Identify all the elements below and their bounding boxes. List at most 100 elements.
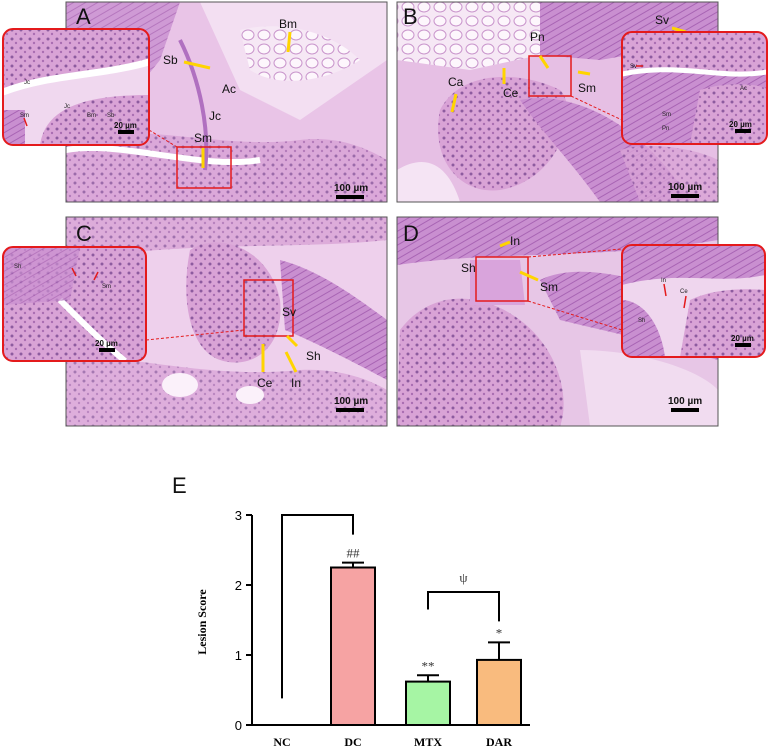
panel-a-inset-label-jc1: Jc [24, 80, 30, 86]
bracket-mtx-dar-label: ψ [459, 570, 467, 585]
panel-b-inset-label-ac: Ac [740, 86, 747, 92]
panel-d-histology [397, 217, 718, 426]
panel-b-label-pn: Pn [530, 30, 545, 44]
panel-c-sh-arrow [285, 334, 299, 348]
x-tick-label-nc: NC [273, 735, 290, 749]
panel-b-inset: Sv Ac Sm Pn 20 µm [621, 31, 768, 145]
panel-b-label-ca: Ca [448, 75, 464, 89]
panel-c-in-arrow [284, 351, 298, 373]
panel-c: C Sv Sh Ce In 100 µm Sh Sm 20 µm [2, 216, 388, 427]
panel-a-label-ac: Ac [222, 82, 236, 96]
panel-c-label-in: In [291, 376, 301, 390]
x-tick-label-mtx: MTX [414, 735, 442, 749]
panel-d-zoom-line-2 [527, 300, 623, 331]
panel-a-inset-label-sm: Sm [20, 113, 29, 119]
panel-b-scale-text: 100 µm [668, 182, 702, 193]
sig-mark-mtx: ** [422, 658, 435, 673]
panel-c-label-sh: Sh [306, 349, 321, 363]
panel-c-scalebar [336, 408, 364, 412]
bar-dar [476, 658, 522, 727]
panel-a-inset-scalebar [118, 130, 134, 134]
significance-brackets: ψ [281, 514, 500, 699]
panel-d-inset-arrow-2 [683, 295, 687, 309]
panel-a-sb-arrow [183, 60, 211, 70]
panel-b-inset-scalebar [735, 129, 751, 133]
panel-a-label-bm: Bm [279, 17, 297, 31]
panel-b-scalebar [671, 194, 699, 198]
bar-series [330, 561, 522, 727]
panel-b-inset-label-sv: Sv [630, 64, 637, 70]
panel-d-inset-scale-text: 20 µm [731, 334, 754, 343]
panel-d-in-arrow [499, 240, 511, 248]
panel-d-letter: D [403, 221, 419, 246]
panel-b: B Sv Pn Ca Ce Sm 100 µm Sv Ac Sm Pn [396, 1, 768, 203]
panel-b-sm-arrow [577, 70, 591, 76]
bracket-mtx-dar [427, 591, 500, 622]
panel-a-label-sm: Sm [194, 131, 212, 145]
panel-b-letter: B [403, 4, 418, 29]
panel-a-scalebar [336, 195, 364, 199]
panel-d-label-sm: Sm [540, 280, 558, 294]
bracket-nc-dc [281, 514, 354, 699]
panel-b-label-sv: Sv [655, 13, 669, 27]
panel-c-label-ce: Ce [257, 376, 273, 390]
panel-d-inset: In Ce Sh 20 µm [621, 244, 766, 358]
panel-c-zoom-box [243, 279, 294, 337]
panel-c-scale-text: 100 µm [334, 396, 368, 407]
x-tick-label-dc: DC [344, 735, 361, 749]
x-axis: NC DC MTX DAR [252, 724, 530, 749]
panel-a-inset: Jc Sm Bm Sb Jc 20 µm [2, 28, 150, 146]
y-tick-label-0: 0 [235, 718, 242, 733]
y-tick-label-2: 2 [235, 578, 242, 593]
panel-d-zoom-box [475, 256, 529, 302]
sig-mark-dar: * [496, 625, 503, 640]
panel-c-inset-label-sh: Sh [14, 264, 21, 270]
panel-d-zoom-line-1 [527, 248, 623, 258]
panel-a-inset-label-sb: Sb [107, 113, 115, 119]
panel-b-pn-arrow [538, 55, 550, 69]
panel-a: A Bm Sb Ac Jc Sm 100 µm Jc Sm Bm Sb Jc [2, 1, 388, 203]
bar-dc [330, 566, 376, 726]
y-axis-title: Lesion Score [195, 589, 209, 655]
panel-a-label-sb: Sb [163, 53, 178, 67]
panel-a-label-jc: Jc [209, 109, 221, 123]
x-tick-label-dar: DAR [486, 735, 512, 749]
panel-c-inset-label-sm: Sm [102, 284, 111, 290]
panel-d-inset-arrow-1 [663, 283, 667, 297]
panel-e-letter: E [172, 473, 187, 498]
panel-a-inset-label-jc2: Jc [64, 104, 70, 110]
panel-c-zoom-line [145, 329, 245, 341]
panel-d-scalebar [671, 408, 699, 412]
panel-d: D In Sh Sm 100 µm In Ce Sh 20 µm [396, 216, 766, 427]
panel-d-inset-label-ce: Ce [680, 289, 688, 295]
panel-a-zoom-box [176, 146, 232, 189]
panel-b-inset-label-pn: Pn [662, 126, 669, 132]
y-tick-label-1: 1 [235, 648, 242, 663]
panel-b-label-sm: Sm [578, 81, 596, 95]
panel-c-inset-scalebar [99, 348, 115, 352]
panel-d-scale-text: 100 µm [668, 396, 702, 407]
panel-b-zoom-box [528, 55, 572, 97]
panel-a-histology [66, 2, 387, 202]
sig-mark-dc: ## [347, 546, 361, 561]
panel-a-bm-arrow [286, 31, 292, 53]
panel-d-inset-label-in: In [661, 278, 666, 284]
significance-marks: ##*** [347, 546, 503, 674]
panel-c-inset: Sh Sm 20 µm [2, 246, 147, 362]
panel-c-label-sv: Sv [282, 305, 296, 319]
panel-b-ca-arrow [450, 93, 458, 113]
panel-d-label-sh: Sh [461, 261, 476, 275]
panel-b-label-ce: Ce [503, 86, 519, 100]
panel-b-zoom-line [570, 95, 623, 121]
panel-d-label-in: In [510, 234, 520, 248]
panel-c-letter: C [76, 221, 92, 246]
panel-d-sm-arrow [519, 270, 539, 282]
panel-a-scale-text: 100 µm [334, 183, 368, 194]
panel-a-zoom-line [148, 129, 178, 148]
y-tick-label-3: 3 [235, 508, 242, 523]
panel-c-inset-scale-text: 20 µm [95, 339, 118, 348]
panel-b-inset-scale-text: 20 µm [729, 120, 752, 129]
panel-a-inset-arrow [23, 117, 28, 127]
